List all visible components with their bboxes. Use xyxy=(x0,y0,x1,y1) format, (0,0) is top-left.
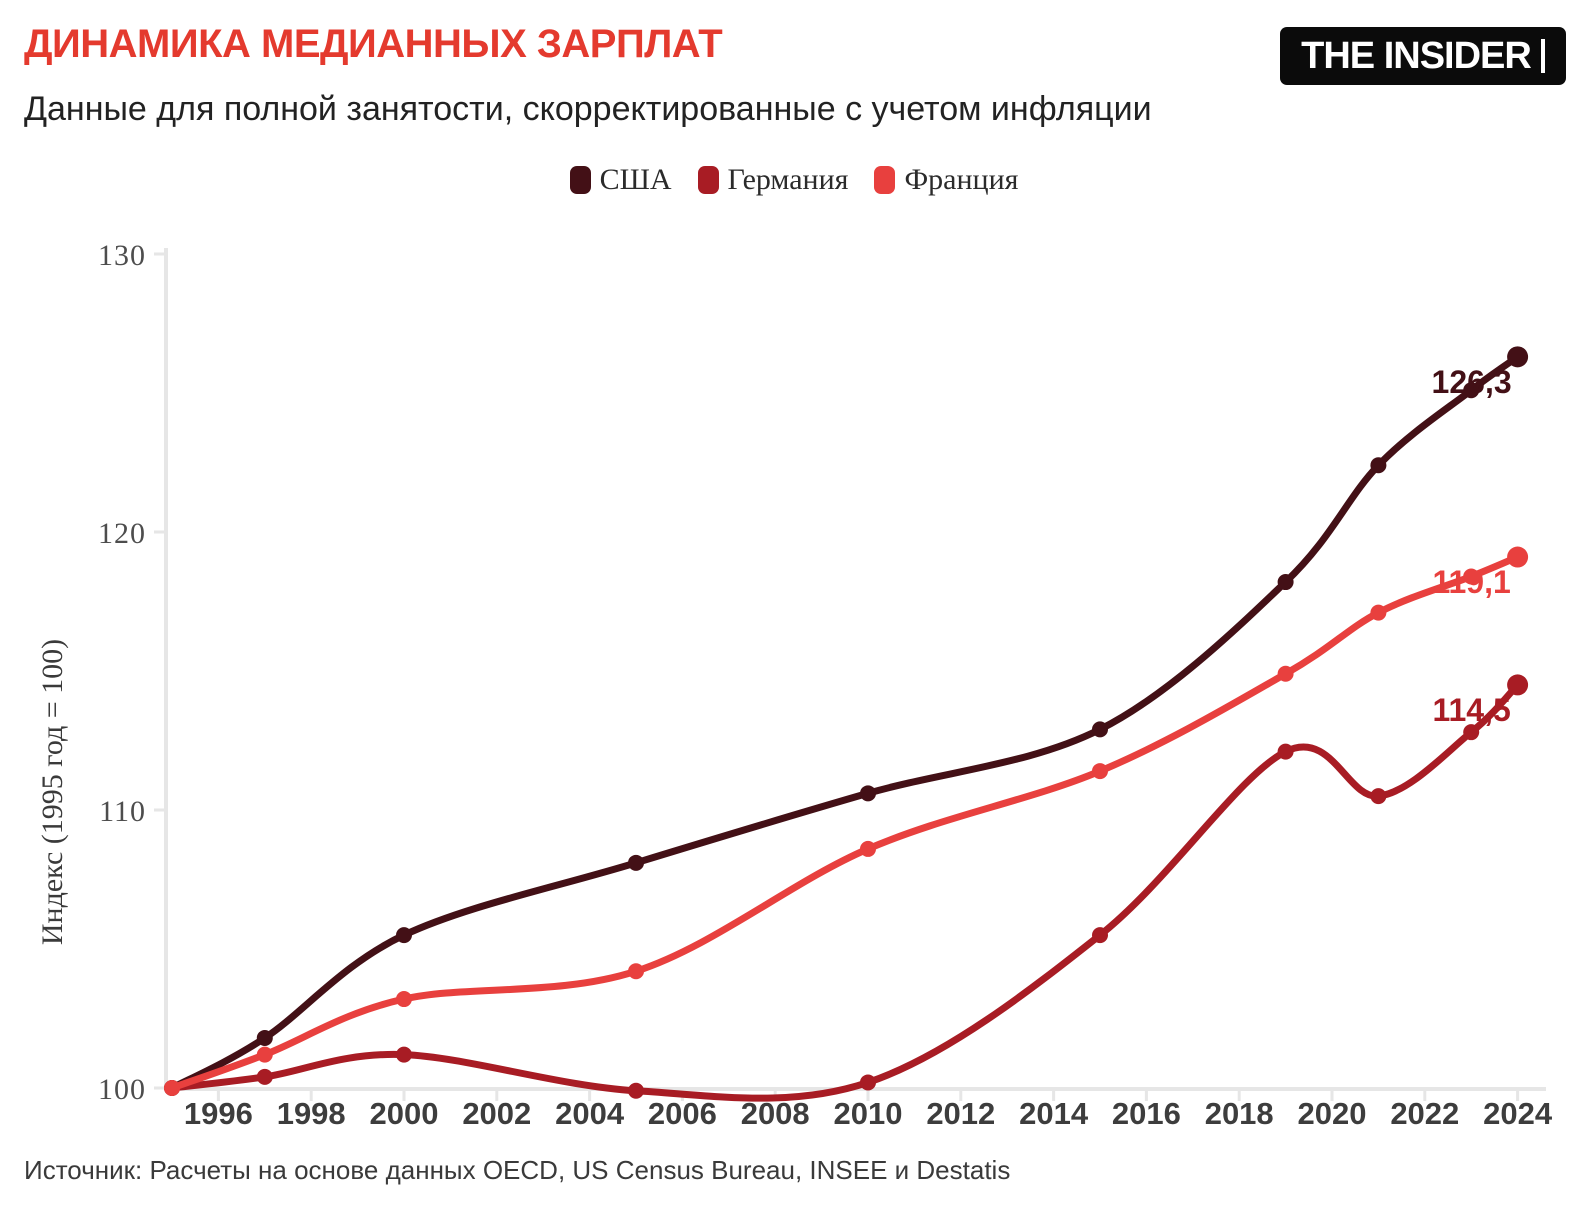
germany-point xyxy=(256,1068,273,1085)
x-tick-label: 2002 xyxy=(462,1096,531,1131)
germany-point xyxy=(1463,724,1480,741)
x-tick-label: 2004 xyxy=(555,1096,625,1131)
france-point xyxy=(1507,546,1529,568)
page-subtitle: Данные для полной занятости, скорректиро… xyxy=(24,90,1152,128)
france-point xyxy=(1370,604,1387,621)
y-tick-label: 120 xyxy=(98,517,146,550)
x-tick-label: 2012 xyxy=(926,1096,995,1131)
x-tick-label: 2010 xyxy=(834,1096,903,1131)
germany-point xyxy=(860,1074,876,1091)
legend-item-france: Франция xyxy=(874,163,1018,197)
usa-end-label: 126,3 xyxy=(1432,364,1512,400)
x-tick-label: 2020 xyxy=(1298,1096,1367,1131)
france-point xyxy=(628,963,644,980)
france-line xyxy=(168,553,1522,1092)
france-point xyxy=(1463,568,1480,585)
logo-text: THE INSIDER xyxy=(1301,34,1532,77)
france-point xyxy=(1277,665,1294,682)
france-swatch-icon xyxy=(874,166,896,194)
x-tick-label: 2008 xyxy=(741,1096,810,1131)
x-tick-label: 1998 xyxy=(277,1096,346,1131)
x-tick-label: 2016 xyxy=(1112,1096,1181,1131)
germany-point xyxy=(396,1046,412,1063)
chart-legend: США Германия Франция xyxy=(0,163,1588,197)
the-insider-logo: THE INSIDER xyxy=(1280,27,1566,85)
france-point xyxy=(1092,763,1108,780)
germany-point xyxy=(628,1082,644,1099)
x-tick-label: 2018 xyxy=(1205,1096,1274,1131)
germany-point xyxy=(1092,927,1108,944)
legend-label-france: Франция xyxy=(904,163,1019,196)
legend-item-usa: США xyxy=(569,163,672,197)
germany-point xyxy=(1277,743,1294,760)
usa-point xyxy=(628,854,644,871)
x-tick-label: 2022 xyxy=(1390,1096,1459,1131)
y-axis-title: Индекс (1995 год = 100) xyxy=(36,639,69,945)
usa-point xyxy=(256,1029,273,1046)
usa-point xyxy=(1507,346,1529,368)
x-tick-label: 2000 xyxy=(370,1096,439,1131)
france-point xyxy=(396,991,412,1008)
y-tick-label: 110 xyxy=(99,795,146,828)
france-end-label: 119,1 xyxy=(1432,564,1510,600)
y-tick-label: 100 xyxy=(98,1073,146,1106)
usa-swatch-icon xyxy=(569,166,591,194)
france-point xyxy=(860,840,876,857)
x-tick-label: 1996 xyxy=(184,1096,253,1131)
france-point xyxy=(164,1080,180,1096)
source-note: Источник: Расчеты на основе данных OECD,… xyxy=(24,1155,1011,1185)
usa-point xyxy=(1277,574,1294,591)
usa-point xyxy=(860,785,876,802)
legend-label-usa: США xyxy=(599,163,672,196)
x-tick-label: 2006 xyxy=(648,1096,717,1131)
x-tick-label: 2014 xyxy=(1019,1096,1089,1131)
usa-point xyxy=(1092,721,1108,738)
france-point xyxy=(256,1046,273,1063)
germany-line xyxy=(168,681,1522,1102)
germany-point xyxy=(1370,788,1387,805)
germany-end-label: 114,5 xyxy=(1432,692,1510,728)
legend-item-germany: Германия xyxy=(697,163,849,197)
usa-point xyxy=(1370,457,1387,474)
legend-label-germany: Германия xyxy=(727,163,849,196)
logo-cursor-bar xyxy=(1540,39,1545,73)
usa-point xyxy=(1463,382,1480,399)
germany-swatch-icon xyxy=(697,166,719,194)
usa-point xyxy=(396,927,412,944)
page-title: ДИНАМИКА МЕДИАННЫХ ЗАРПЛАТ xyxy=(24,22,723,66)
usa-line xyxy=(168,353,1522,1092)
y-tick-label: 130 xyxy=(98,239,146,272)
x-tick-label: 2024 xyxy=(1483,1096,1553,1131)
germany-point xyxy=(1507,674,1529,696)
